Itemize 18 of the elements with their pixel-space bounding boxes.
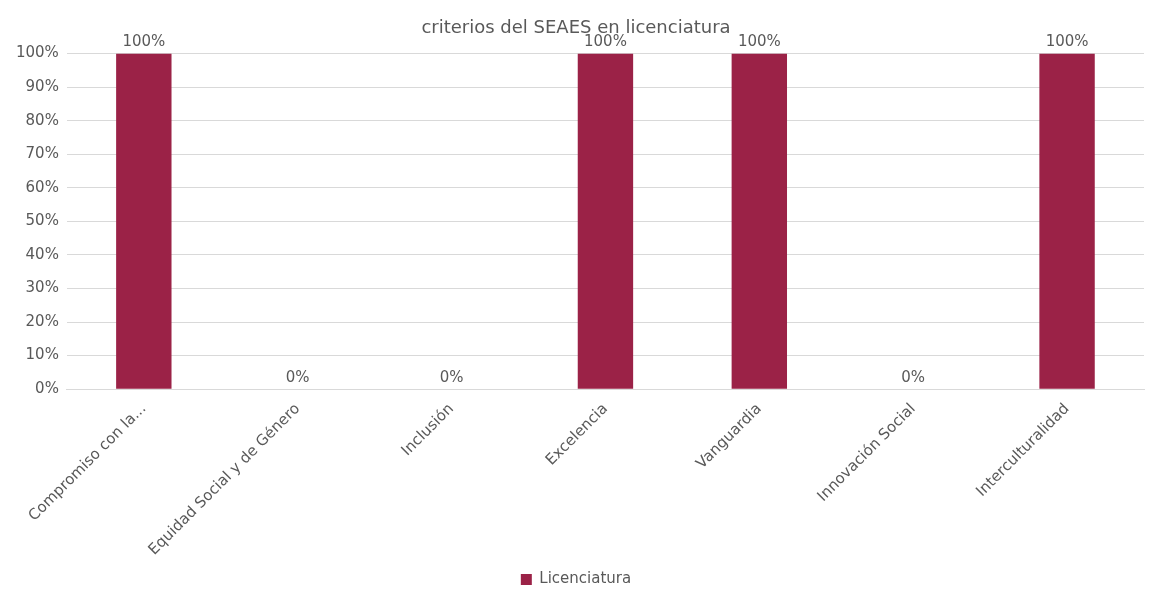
y-tick-label: 50%	[25, 211, 59, 230]
y-tick-label: 30%	[25, 278, 59, 297]
y-tick-label: 40%	[25, 244, 59, 263]
y-tick-label: 70%	[25, 144, 59, 163]
y-tick-label: 0%	[35, 379, 59, 398]
data-label: 100%	[1045, 31, 1089, 50]
data-label: 0%	[439, 367, 464, 386]
y-tick-label: 80%	[25, 110, 59, 129]
data-label: 100%	[737, 31, 781, 50]
y-tick-label: 10%	[25, 345, 59, 364]
data-label: 100%	[122, 31, 166, 50]
y-tick-label: 100%	[15, 43, 59, 62]
legend-label: Licenciatura	[539, 569, 632, 588]
y-tick-label: 90%	[25, 77, 59, 96]
y-tick-label: 20%	[25, 311, 59, 330]
data-label: 0%	[901, 367, 926, 386]
data-label: 0%	[285, 367, 310, 386]
y-tick-label: 60%	[25, 177, 59, 196]
